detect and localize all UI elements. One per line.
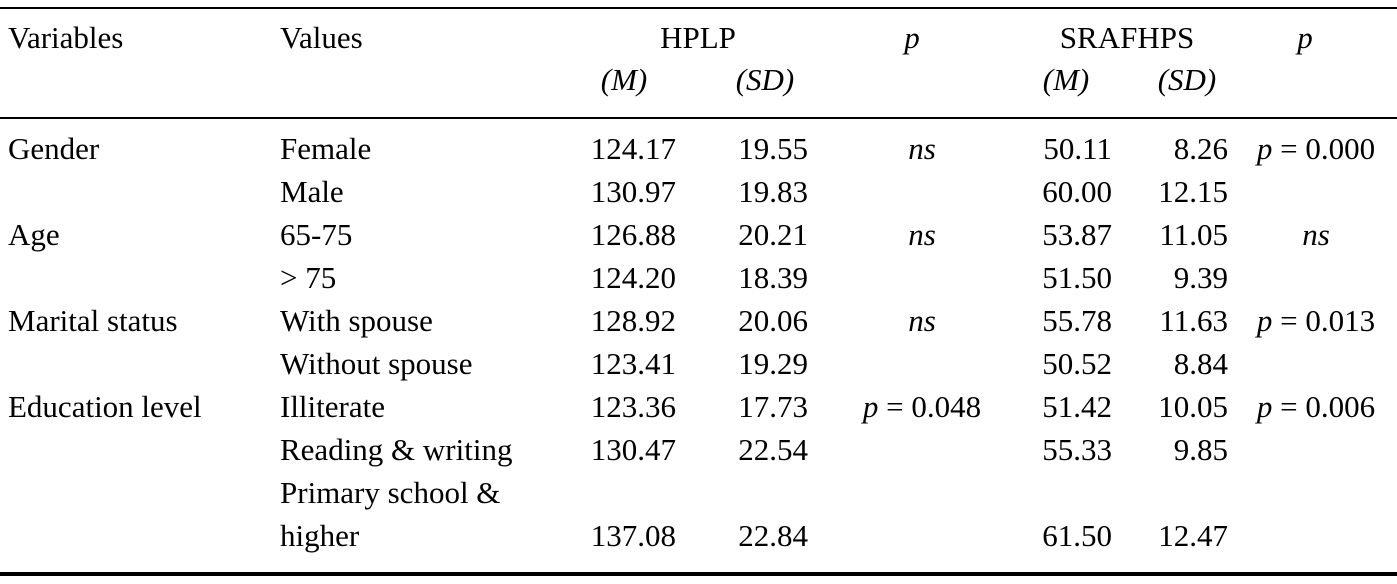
value-cell: Male — [280, 174, 344, 209]
data-cell: 51.42 — [1042, 389, 1112, 424]
header-subcell: (SD) — [1157, 62, 1217, 97]
value-cell: Female — [280, 131, 372, 166]
data-cell: 12.15 — [1158, 174, 1228, 209]
data-cell: p = 0.000 — [1256, 131, 1376, 166]
data-cell: 11.05 — [1159, 217, 1228, 252]
header-subcell: (M) — [1042, 62, 1090, 97]
data-cell: 61.50 — [1042, 518, 1112, 553]
header-rule — [0, 117, 1397, 119]
variable-cell: Age — [8, 217, 60, 252]
data-cell: 9.85 — [1173, 432, 1228, 467]
data-cell: 19.55 — [738, 131, 808, 166]
header-cell: p — [904, 20, 920, 55]
data-cell: 60.00 — [1042, 174, 1112, 209]
value-cell: > 75 — [280, 260, 337, 295]
data-cell: ns — [908, 217, 936, 252]
data-cell: 50.11 — [1043, 131, 1112, 166]
value-cell: With spouse — [280, 303, 433, 338]
data-cell: 18.39 — [738, 260, 808, 295]
header-cell: p — [1297, 20, 1313, 55]
data-cell: 19.83 — [738, 174, 808, 209]
data-cell: 126.88 — [590, 217, 676, 252]
data-cell: 20.06 — [738, 303, 808, 338]
bottom-rule — [0, 572, 1397, 576]
data-cell: 8.84 — [1173, 346, 1228, 381]
data-cell: ns — [908, 131, 936, 166]
data-cell: 123.36 — [590, 389, 676, 424]
value-cell: Without spouse — [280, 346, 473, 381]
header-group: HPLP — [660, 20, 736, 55]
data-cell: 55.78 — [1042, 303, 1112, 338]
data-cell: 22.54 — [738, 432, 808, 467]
data-cell: 10.05 — [1158, 389, 1228, 424]
header-cell: Values — [280, 20, 363, 55]
data-cell: 53.87 — [1042, 217, 1112, 252]
variable-cell: Education level — [8, 389, 202, 424]
value-cell: Illiterate — [280, 389, 385, 424]
data-cell: 22.84 — [738, 518, 808, 553]
data-cell: p = 0.048 — [862, 389, 982, 424]
data-cell: 51.50 — [1042, 260, 1112, 295]
data-cell: ns — [1302, 217, 1330, 252]
data-cell: 55.33 — [1042, 432, 1112, 467]
data-cell: 123.41 — [590, 346, 676, 381]
data-cell: 11.63 — [1159, 303, 1228, 338]
data-cell: 130.47 — [590, 432, 676, 467]
data-cell: 128.92 — [590, 303, 676, 338]
data-cell: 137.08 — [590, 518, 676, 553]
value-cell: Reading & writing — [280, 432, 513, 467]
data-cell: 12.47 — [1158, 518, 1228, 553]
data-cell: 20.21 — [738, 217, 808, 252]
data-cell: 50.52 — [1042, 346, 1112, 381]
data-cell: 124.20 — [590, 260, 676, 295]
header-group: SRAFHPS — [1059, 20, 1195, 55]
data-cell: p = 0.006 — [1256, 389, 1376, 424]
header-cell: Variables — [8, 20, 124, 55]
variable-cell: Gender — [8, 131, 100, 166]
variable-cell: Marital status — [8, 303, 178, 338]
data-cell: 124.17 — [590, 131, 676, 166]
data-cell: ns — [908, 303, 936, 338]
data-cell: 19.29 — [738, 346, 808, 381]
data-cell: 130.97 — [590, 174, 676, 209]
data-cell: 9.39 — [1173, 260, 1228, 295]
header-subcell: (M) — [600, 62, 648, 97]
data-cell: p = 0.013 — [1256, 303, 1376, 338]
header-subcell: (SD) — [735, 62, 795, 97]
data-cell: 17.73 — [738, 389, 808, 424]
top-rule — [0, 7, 1397, 9]
value-cell: 65-75 — [280, 217, 353, 252]
data-cell: 8.26 — [1173, 131, 1228, 166]
value-cell: Primary school & higher — [280, 475, 501, 553]
